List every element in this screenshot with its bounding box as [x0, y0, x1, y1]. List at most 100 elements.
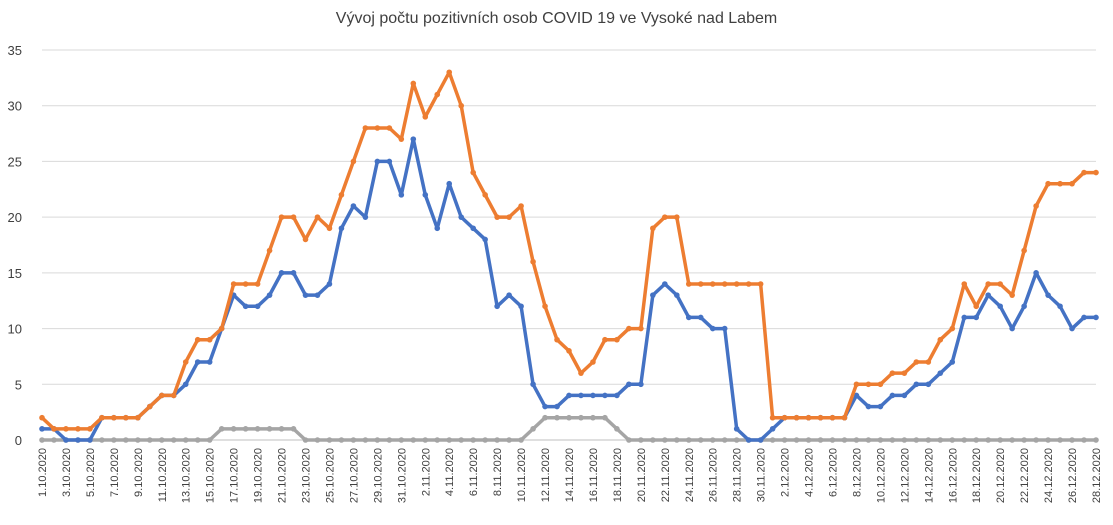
data-point — [326, 281, 333, 287]
data-point — [302, 236, 309, 243]
data-point — [985, 292, 992, 298]
data-point — [997, 281, 1003, 287]
data-point — [194, 336, 201, 343]
data-point — [111, 437, 117, 443]
data-point — [39, 426, 45, 432]
y-tick-label: 0 — [15, 433, 22, 448]
data-point — [194, 437, 201, 443]
data-point — [518, 437, 524, 443]
data-point — [578, 370, 584, 376]
data-point — [697, 437, 704, 443]
data-point — [398, 136, 405, 142]
x-tick-label: 9.10.2020 — [133, 448, 145, 497]
data-point — [853, 437, 860, 443]
data-point — [662, 214, 668, 220]
data-point — [1021, 437, 1027, 443]
data-point — [602, 392, 608, 399]
data-point — [626, 325, 632, 332]
data-point — [997, 437, 1003, 443]
data-point — [1057, 437, 1063, 443]
data-point — [63, 437, 69, 443]
data-point — [182, 359, 189, 365]
x-tick-label: 21.10.2020 — [277, 448, 289, 503]
data-point — [949, 359, 956, 365]
data-point — [1093, 169, 1099, 176]
data-point — [326, 437, 333, 443]
x-tick-label: 20.12.2020 — [995, 448, 1007, 503]
data-point — [662, 437, 668, 443]
data-point — [99, 437, 105, 443]
data-point — [769, 437, 776, 443]
x-tick-label: 6.12.2020 — [828, 448, 840, 497]
data-point — [1057, 303, 1063, 310]
data-point — [1069, 437, 1075, 443]
data-point — [757, 437, 764, 443]
data-point — [566, 392, 572, 399]
x-tick-label: 16.11.2020 — [588, 448, 600, 502]
data-point — [278, 426, 285, 432]
data-point — [961, 437, 968, 443]
data-point — [602, 336, 608, 343]
data-point — [39, 437, 45, 443]
x-tick-label: 12.12.2020 — [899, 448, 911, 503]
data-point — [39, 414, 45, 421]
data-point — [434, 225, 441, 232]
data-point — [638, 325, 644, 332]
data-point — [410, 80, 417, 87]
data-point — [458, 437, 465, 443]
data-point — [446, 437, 453, 443]
data-point — [709, 281, 716, 287]
data-point — [638, 381, 644, 388]
data-point — [230, 281, 237, 287]
y-tick-label: 25 — [8, 154, 22, 169]
data-point — [614, 426, 620, 432]
data-point — [757, 281, 764, 287]
data-point — [590, 414, 596, 421]
x-tick-label: 22.12.2020 — [1019, 448, 1031, 503]
data-point — [1093, 314, 1099, 321]
data-point — [146, 403, 153, 410]
data-point — [817, 437, 824, 443]
x-tick-label: 18.11.2020 — [612, 448, 624, 502]
y-tick-label: 35 — [8, 43, 22, 58]
data-point — [386, 158, 393, 165]
y-tick-label: 30 — [8, 99, 22, 114]
data-point — [230, 426, 237, 432]
x-tick-label: 14.11.2020 — [564, 448, 576, 502]
data-point — [242, 303, 249, 310]
data-point — [865, 437, 872, 443]
data-point — [1081, 437, 1087, 443]
data-point — [290, 426, 297, 432]
x-tick-label: 18.12.2020 — [971, 448, 983, 503]
data-point — [685, 437, 692, 443]
data-point — [494, 437, 500, 443]
data-point — [638, 437, 644, 443]
data-point — [278, 214, 285, 220]
series-group — [39, 69, 1099, 443]
data-point — [1021, 247, 1027, 254]
data-point — [973, 314, 980, 321]
data-point — [290, 214, 297, 220]
data-point — [87, 437, 93, 443]
data-point — [985, 281, 992, 287]
data-point — [805, 437, 812, 443]
data-point — [566, 414, 572, 421]
data-point — [422, 437, 429, 443]
data-point — [87, 426, 93, 432]
data-point — [326, 225, 333, 232]
x-tick-label: 24.12.2020 — [1043, 448, 1055, 503]
x-tick-label: 10.11.2020 — [516, 448, 528, 502]
data-point — [554, 336, 560, 343]
data-point — [446, 69, 453, 76]
data-point — [901, 437, 908, 443]
x-tick-label: 15.10.2020 — [205, 448, 217, 503]
data-point — [1069, 325, 1075, 332]
data-point — [99, 414, 105, 421]
data-point — [925, 381, 932, 388]
data-point — [685, 281, 692, 287]
data-point — [901, 392, 908, 399]
data-point — [937, 370, 944, 376]
data-point — [793, 437, 800, 443]
data-point — [242, 426, 249, 432]
data-point — [338, 225, 345, 232]
